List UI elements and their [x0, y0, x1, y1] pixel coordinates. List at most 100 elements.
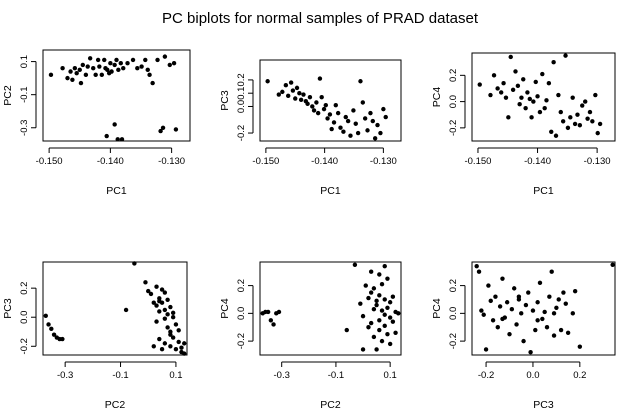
y-axis-label: PC3	[2, 298, 14, 319]
data-point	[343, 114, 348, 120]
data-point	[321, 106, 327, 112]
data-point	[491, 73, 497, 78]
data-point	[93, 72, 98, 78]
plot-frame	[42, 261, 188, 356]
data-point	[497, 304, 503, 309]
data-point	[371, 334, 377, 340]
data-point	[148, 291, 154, 297]
data-point	[162, 316, 168, 321]
data-point	[358, 301, 363, 306]
data-point	[162, 341, 168, 346]
data-point	[580, 103, 585, 108]
data-point	[385, 331, 390, 337]
y-tick-label: 0.2	[236, 279, 247, 292]
data-point	[338, 125, 343, 130]
data-point	[280, 89, 285, 95]
data-point	[170, 335, 176, 340]
data-point	[167, 62, 172, 68]
data-point	[385, 305, 390, 311]
data-point	[297, 90, 302, 96]
data-point	[112, 62, 117, 68]
y-tick-label: 0.0	[236, 100, 247, 113]
plot-frame	[42, 49, 191, 142]
y-tick-label: 0.2	[448, 279, 459, 292]
data-point	[549, 129, 554, 135]
data-point	[265, 79, 270, 84]
data-point	[495, 86, 500, 91]
data-point	[377, 318, 382, 323]
data-point	[157, 336, 162, 342]
y-tick-label: 0.2	[236, 73, 247, 86]
y-tick-label: 0.0	[236, 307, 247, 320]
data-point	[368, 320, 374, 326]
data-point	[112, 122, 117, 127]
x-tick-label: -0.140	[97, 156, 124, 167]
data-point	[477, 82, 482, 87]
data-point	[49, 326, 54, 332]
data-point	[362, 116, 368, 121]
data-point	[382, 323, 387, 329]
data-point	[171, 61, 177, 66]
data-point	[377, 272, 382, 277]
data-point	[379, 308, 385, 313]
data-point	[506, 115, 511, 120]
y-axis-label: PC4	[431, 298, 443, 319]
data-point	[528, 350, 533, 355]
data-point	[377, 327, 382, 333]
data-point	[558, 327, 564, 333]
data-point	[371, 306, 377, 312]
x-tick-label: -0.130	[584, 156, 611, 167]
data-point	[540, 71, 545, 77]
plot-frame	[259, 261, 402, 356]
y-tick-label: 0.0	[448, 95, 459, 108]
data-point	[109, 69, 114, 74]
data-point	[159, 287, 165, 292]
data-point	[387, 300, 393, 305]
x-tick-label: -0.1	[328, 370, 344, 381]
x-axis-label: PC2	[105, 399, 126, 411]
data-point	[508, 54, 513, 60]
data-point	[162, 290, 168, 295]
data-point	[501, 81, 506, 86]
y-tick-label: -0.3	[19, 120, 30, 136]
data-point	[521, 338, 526, 344]
data-point	[535, 300, 540, 305]
data-point	[51, 332, 57, 337]
data-point	[493, 294, 498, 299]
data-point	[533, 327, 538, 333]
data-point	[85, 64, 90, 69]
y-tick-label: 0.1	[19, 55, 30, 68]
data-point	[115, 137, 120, 142]
data-point	[537, 280, 543, 286]
data-point	[568, 115, 573, 120]
data-point	[572, 121, 578, 127]
data-point	[182, 341, 187, 346]
data-point	[327, 112, 333, 117]
y-axis-label: PC4	[219, 298, 231, 319]
data-point	[360, 347, 366, 352]
data-point	[168, 304, 173, 310]
scatter-panel-3: -0.150 -0.140 -0.130 -0.2 0.0 0.2 PC1 PC4	[431, 52, 616, 197]
data-point	[379, 282, 385, 287]
data-point	[298, 97, 304, 103]
data-point	[68, 69, 73, 74]
data-point	[165, 297, 170, 302]
data-point	[305, 101, 310, 107]
data-point	[335, 110, 341, 116]
y-tick-label: -0.2	[448, 333, 459, 349]
data-point	[531, 99, 536, 104]
data-point	[577, 344, 583, 349]
data-point	[151, 344, 156, 349]
data-point	[517, 102, 522, 107]
x-tick-label: -0.3	[274, 370, 290, 381]
data-point	[535, 318, 540, 323]
data-point	[544, 98, 549, 103]
data-point	[476, 269, 482, 274]
data-point	[154, 284, 159, 289]
data-point	[551, 59, 556, 65]
data-point	[125, 61, 130, 66]
data-point	[168, 344, 173, 349]
data-point	[265, 309, 271, 315]
y-tick-label: 0.1	[236, 87, 247, 100]
x-tick-label: -0.1	[112, 370, 128, 381]
